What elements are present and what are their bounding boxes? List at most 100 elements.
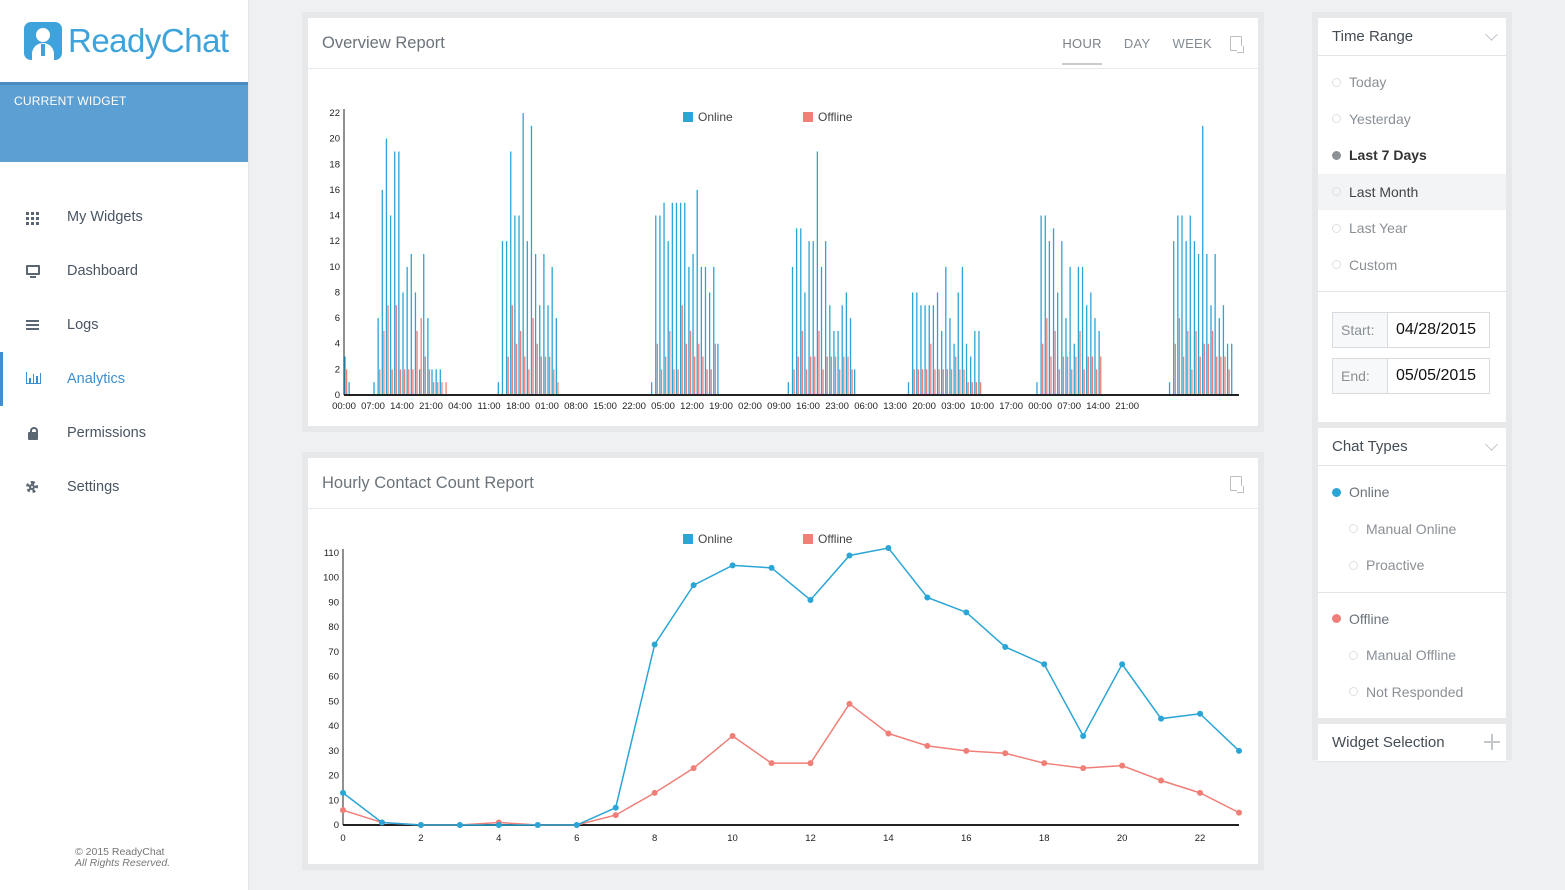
end-label: End: <box>1332 358 1387 394</box>
y-tick-label: 60 <box>328 672 339 683</box>
x-tick-label: 00:00 <box>1028 401 1052 412</box>
brand-logo[interactable]: ReadyChat <box>0 0 248 82</box>
y-tick-label: 0 <box>334 820 339 831</box>
brand-name: ReadyChat <box>68 22 229 59</box>
y-tick-label: 2 <box>335 364 340 375</box>
nav-item-analytics[interactable]: Analytics <box>0 352 248 406</box>
point-offline <box>846 700 853 707</box>
nav-label: Permissions <box>67 425 146 441</box>
time-option-last-7-days[interactable]: Last 7 Days <box>1318 137 1506 174</box>
monitor-icon <box>26 264 41 279</box>
x-tick-label: 14:00 <box>390 401 414 412</box>
point-online <box>807 596 814 603</box>
start-date-row: Start: <box>1332 312 1506 348</box>
x-tick-label: 16 <box>961 833 972 844</box>
time-option-custom[interactable]: Custom <box>1318 247 1506 284</box>
nav-item-permissions[interactable]: Permissions <box>0 406 248 460</box>
end-date-row: End: <box>1332 358 1506 394</box>
x-tick-label: 21:00 <box>1115 401 1139 412</box>
y-tick-label: 10 <box>329 262 340 273</box>
x-tick-label: 16:00 <box>796 401 820 412</box>
x-tick-label: 05:00 <box>651 401 675 412</box>
y-tick-label: 10 <box>328 795 339 806</box>
point-offline <box>924 742 931 749</box>
chat-type-not-responded[interactable]: Not Responded <box>1318 674 1506 711</box>
point-online <box>1119 661 1126 668</box>
legend-swatch-online <box>683 534 693 544</box>
nav-item-my-widgets[interactable]: My Widgets <box>0 190 248 244</box>
y-tick-label: 80 <box>328 622 339 633</box>
chat-types-header[interactable]: Chat Types <box>1318 428 1506 466</box>
radio-icon <box>1332 77 1341 87</box>
time-option-last-month[interactable]: Last Month <box>1318 173 1506 210</box>
nav-item-logs[interactable]: Logs <box>0 298 248 352</box>
overview-range-tabs: HOUR DAY WEEK <box>1040 18 1244 69</box>
point-online <box>1080 732 1087 739</box>
chat-type-online[interactable]: Online <box>1318 474 1506 511</box>
x-tick-label: 07:00 <box>1057 401 1081 412</box>
chat-type-offline[interactable]: Offline <box>1318 601 1506 638</box>
current-widget-panel[interactable]: CURRENT WIDGET <box>0 82 248 162</box>
chat-type-manual-online[interactable]: Manual Online <box>1318 511 1506 548</box>
x-tick-label: 20:00 <box>912 401 936 412</box>
radio-checked-icon <box>1332 614 1341 624</box>
export-icon[interactable] <box>1230 36 1244 53</box>
point-online <box>1236 747 1242 754</box>
nav-item-dashboard[interactable]: Dashboard <box>0 244 248 298</box>
point-online <box>885 545 892 552</box>
point-offline <box>340 807 346 814</box>
hourly-report-panel: Hourly Contact Count Report Online Offlin… <box>302 452 1264 870</box>
y-tick-label: 16 <box>329 185 340 196</box>
export-icon[interactable] <box>1230 476 1244 493</box>
chat-type-manual-offline[interactable]: Manual Offline <box>1318 637 1506 674</box>
overview-bar-chart: Online Offline 0 2 4 6 8 10 12 14 16 18 20 22 00:00 07:… <box>329 108 1239 412</box>
point-offline <box>1041 760 1048 767</box>
radio-icon <box>1332 223 1341 233</box>
time-option-today[interactable]: Today <box>1318 64 1506 101</box>
point-offline <box>1197 789 1204 796</box>
option-label: Custom <box>1349 256 1398 273</box>
bar-chart-icon <box>26 371 41 387</box>
x-tick-label: 19:00 <box>709 401 733 412</box>
y-tick-label: 20 <box>328 771 339 782</box>
option-label: Last Month <box>1349 183 1419 200</box>
time-range-header[interactable]: Time Range <box>1318 18 1506 56</box>
tab-hour[interactable]: HOUR <box>1062 18 1103 69</box>
x-tick-label: 12 <box>805 833 816 844</box>
x-tick-label: 04:00 <box>448 401 472 412</box>
point-online <box>417 822 424 828</box>
option-label: Online <box>1349 484 1390 501</box>
y-tick-label: 110 <box>324 548 339 559</box>
point-online <box>1041 661 1048 668</box>
option-label: Not Responded <box>1366 683 1464 700</box>
option-label: Manual Online <box>1366 520 1457 537</box>
main-nav: My Widgets Dashboard Logs Analytics Perm… <box>0 190 248 514</box>
option-label: Proactive <box>1366 557 1425 574</box>
plus-icon <box>1484 734 1500 750</box>
nav-label: Settings <box>67 479 120 495</box>
widget-selection-title: Widget Selection <box>1332 734 1445 751</box>
chat-type-proactive[interactable]: Proactive <box>1318 547 1506 584</box>
point-online <box>729 562 736 569</box>
sidebar: ReadyChat CURRENT WIDGET My Widgets Dash… <box>0 0 249 890</box>
start-date-input[interactable] <box>1387 312 1490 348</box>
radio-icon <box>1332 114 1341 124</box>
point-online <box>534 822 541 828</box>
point-online <box>690 582 697 589</box>
time-option-last-year[interactable]: Last Year <box>1318 210 1506 247</box>
y-tick-label: 4 <box>335 339 340 350</box>
point-offline <box>963 747 970 754</box>
y-tick-label: 30 <box>328 746 339 757</box>
tab-week[interactable]: WEEK <box>1172 36 1212 51</box>
point-offline <box>1119 762 1126 769</box>
gear-icon <box>26 480 41 495</box>
option-label: Last Year <box>1349 220 1408 237</box>
time-option-yesterday[interactable]: Yesterday <box>1318 101 1506 138</box>
widget-selection-header[interactable]: Widget Selection <box>1318 724 1506 762</box>
x-tick-label: 15:00 <box>593 401 617 412</box>
rights-text: All Rights Reserved. <box>75 857 171 869</box>
tab-day[interactable]: DAY <box>1123 36 1151 51</box>
end-date-input[interactable] <box>1387 358 1490 394</box>
chat-types-title: Chat Types <box>1332 438 1408 455</box>
nav-item-settings[interactable]: Settings <box>0 460 248 514</box>
